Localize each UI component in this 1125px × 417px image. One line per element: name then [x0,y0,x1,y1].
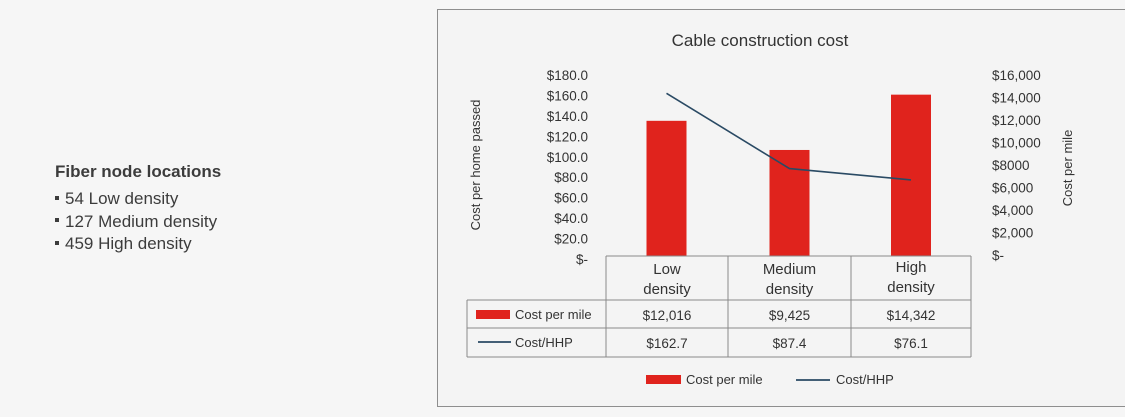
x-tick-label: density [643,281,691,298]
list-item-label: 459 High density [65,234,192,253]
y-right-tick-label: $8000 [992,158,1030,173]
y-left-tick-label: $40.0 [554,211,588,226]
table-row-label: Cost/HHP [515,335,573,350]
y-right-tick-label: $4,000 [992,203,1033,218]
list-item: 127 Medium density [55,211,221,234]
fiber-node-panel: Fiber node locations 54 Low density 127 … [55,162,221,256]
y-axis-left-label: Cost per home passed [468,100,483,231]
y-left-tick-label: $- [576,252,588,267]
bar [891,94,931,256]
legend-label: Cost/HHP [836,372,894,387]
data-label: $9,425 [769,308,810,323]
bar [646,120,687,256]
table-row-label: Cost per mile [515,307,592,322]
y-right-tick-label: $6,000 [992,181,1033,196]
y-right-tick-label: $2,000 [992,226,1033,241]
y-left-tick-label: $140.0 [547,109,588,124]
data-label: $87.4 [773,336,807,351]
legend-swatch-bar [646,375,681,384]
legend-swatch-bar [476,310,510,319]
data-label: $12,016 [643,308,692,323]
series-line [666,92,912,181]
bar [769,149,810,256]
y-left-tick-label: $160.0 [547,88,588,103]
y-right-tick-label: $10,000 [992,136,1041,151]
y-left-tick-label: $120.0 [547,129,588,144]
list-item-label: 54 Low density [65,189,179,208]
x-tick-label: Low [653,261,681,278]
bullet-icon [55,240,59,245]
chart-frame: Cable construction cost Cost per home pas… [437,9,1125,407]
y-right-tick-label: $12,000 [992,113,1041,128]
y-axis-right-label: Cost per mile [1060,130,1075,207]
legend-label: Cost per mile [686,372,763,387]
y-right-tick-label: $16,000 [992,68,1041,83]
bullet-icon [55,218,59,223]
list-item-label: 127 Medium density [65,211,218,231]
x-tick-label: High [896,259,927,276]
list-item: 54 Low density [55,188,221,211]
y-left-tick-label: $100.0 [547,150,588,165]
data-label: $76.1 [894,336,928,351]
bullet-icon [55,195,59,200]
chart-title: Cable construction cost [672,31,849,50]
combo-chart: Cable construction cost Cost per home pas… [466,31,1075,387]
x-tick-label: density [887,279,935,296]
x-tick-label: density [766,281,814,298]
y-right-tick-label: $14,000 [992,91,1041,106]
y-left-tick-label: $180.0 [547,68,588,83]
data-label: $162.7 [646,336,687,351]
y-left-tick-label: $20.0 [554,232,588,247]
list-item: 459 High density [55,233,221,256]
panel-title: Fiber node locations [55,162,222,181]
y-left-tick-label: $60.0 [554,191,588,206]
fiber-node-list: 54 Low density 127 Medium density 459 Hi… [55,188,221,256]
y-left-tick-label: $80.0 [554,170,588,185]
y-right-tick-label: $- [992,248,1004,263]
x-tick-label: Medium [763,261,816,278]
data-label: $14,342 [887,308,936,323]
